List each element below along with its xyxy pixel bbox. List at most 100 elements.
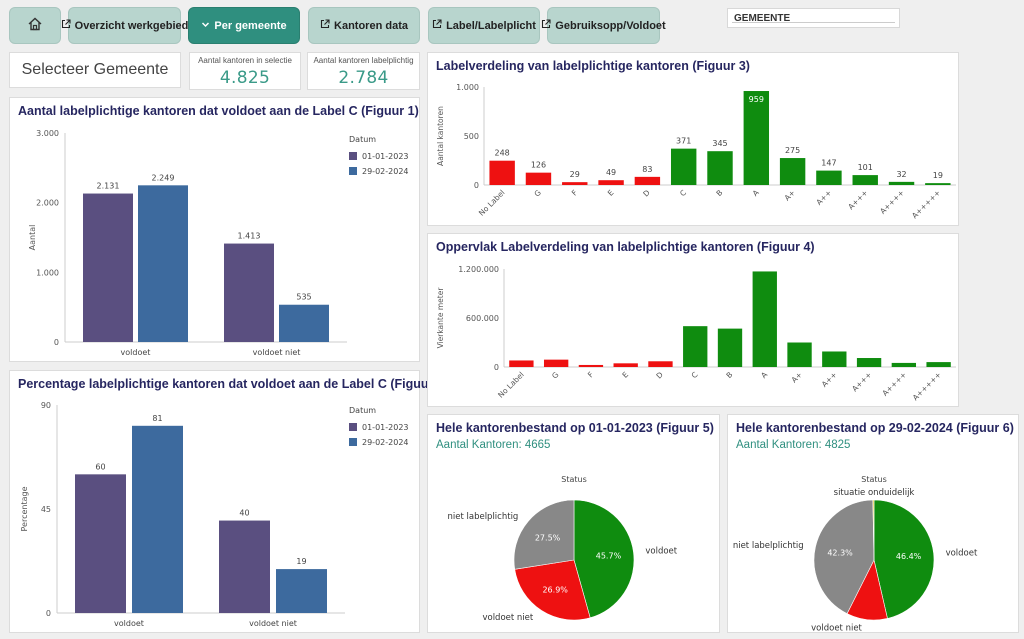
kpi-label: Aantal kantoren labelplichtig bbox=[313, 56, 414, 65]
bar-value-label: 19 bbox=[933, 171, 943, 180]
pie-slice bbox=[573, 499, 635, 619]
legend-entry: 01-01-2023 bbox=[362, 152, 409, 161]
figure-1-chart: 0 1.000 2.000 3.000 Aantal 2.131 2.249 voldoet 1… bbox=[28, 129, 409, 357]
figure-4-title: Oppervlak Labelverdeling van labelplicht… bbox=[436, 240, 815, 254]
figure-1-panel: Aantal labelplichtige kantoren dat voldo… bbox=[9, 97, 420, 362]
bar bbox=[856, 358, 882, 367]
kpi-value: 2.784 bbox=[338, 68, 389, 88]
bar bbox=[787, 342, 812, 367]
bar-value-label: 248 bbox=[495, 149, 510, 158]
y-tick-label: 0 bbox=[54, 338, 59, 347]
kpi-value: 4.825 bbox=[219, 68, 271, 88]
external-link-icon bbox=[432, 19, 442, 32]
bar-value-label: 32 bbox=[896, 170, 906, 179]
figure-4-chart: 0 600.000 1.200.000 Vierkante meter No Label… bbox=[436, 265, 956, 402]
x-tick-label: A bbox=[751, 187, 762, 198]
x-tick-label: F bbox=[586, 370, 595, 379]
bar-value-label: 81 bbox=[152, 414, 162, 423]
pie-value-label: 46.4% bbox=[896, 552, 922, 561]
figure-6-chart: Status 46.4% voldoet voldoet niet 42.3% niet … bbox=[733, 475, 978, 634]
kpi-label: Aantal kantoren in selectie bbox=[198, 56, 292, 65]
gemeente-filter[interactable]: GEMEENTE bbox=[727, 8, 900, 28]
figure-3-title: Labelverdeling van labelplichtige kantor… bbox=[436, 59, 750, 73]
pie-slice bbox=[513, 499, 575, 570]
pie-category-label: niet labelplichtig bbox=[733, 541, 804, 551]
bar bbox=[822, 351, 847, 367]
bar bbox=[779, 158, 806, 185]
x-tick-label: C bbox=[678, 188, 688, 198]
pie-value-label: 45.7% bbox=[596, 551, 622, 560]
bar bbox=[683, 326, 708, 367]
pie-value-label: 27.5% bbox=[535, 533, 561, 542]
bar bbox=[648, 361, 673, 367]
legend-swatch bbox=[349, 167, 357, 175]
bar bbox=[489, 160, 515, 185]
x-tick-label: voldoet bbox=[114, 619, 144, 628]
figure-3-panel: Labelverdeling van labelplichtige kantor… bbox=[427, 52, 959, 226]
nav-button-label: Per gemeente bbox=[214, 19, 287, 32]
nav-button-label: Overzicht werkgebied bbox=[74, 19, 189, 32]
legend-entry: 29-02-2024 bbox=[362, 167, 409, 176]
pie-category-label: voldoet niet bbox=[811, 624, 862, 634]
y-tick-label: 3.000 bbox=[36, 129, 59, 138]
bar bbox=[509, 360, 534, 367]
bar bbox=[717, 328, 743, 367]
y-tick-label: 1.000 bbox=[456, 83, 479, 92]
x-tick-label: A+ bbox=[790, 370, 804, 384]
bar bbox=[888, 181, 915, 185]
home-icon bbox=[27, 16, 43, 35]
x-tick-label: B bbox=[724, 370, 734, 380]
bar bbox=[279, 304, 329, 342]
bar-value-label: 275 bbox=[785, 146, 800, 155]
legend-swatch bbox=[349, 423, 357, 431]
x-tick-label: F bbox=[570, 188, 579, 197]
figure-5-title: Hele kantorenbestand op 01-01-2023 (Figu… bbox=[436, 421, 714, 435]
select-gemeente-button[interactable]: Selecteer Gemeente bbox=[9, 52, 181, 88]
x-tick-label: A bbox=[759, 369, 770, 380]
nav-label-labelplicht[interactable]: Label/Labelplicht bbox=[428, 7, 540, 44]
nav-per-gemeente[interactable]: Per gemeente bbox=[188, 7, 300, 44]
x-tick-label: A+++ bbox=[846, 188, 869, 211]
bar-value-label: 19 bbox=[296, 557, 306, 566]
y-tick-label: 600.000 bbox=[466, 314, 499, 323]
bar bbox=[219, 520, 270, 613]
bar bbox=[562, 182, 588, 185]
x-tick-label: D bbox=[654, 370, 665, 381]
bar bbox=[613, 363, 638, 367]
figure-5-chart: Status 45.7% voldoet 26.9% voldoet niet 27.5%… bbox=[447, 475, 677, 623]
figure-5-panel: Hele kantorenbestand op 01-01-2023 (Figu… bbox=[427, 414, 720, 633]
x-tick-label: G bbox=[550, 370, 561, 381]
x-tick-label: No Label bbox=[496, 370, 526, 400]
bar bbox=[543, 359, 569, 367]
nav-overzicht-werkgebied[interactable]: Overzicht werkgebied bbox=[61, 7, 188, 44]
bar bbox=[138, 185, 188, 342]
y-tick-label: 90 bbox=[41, 401, 51, 410]
y-tick-label: 0 bbox=[46, 609, 51, 618]
bar-value-label: 345 bbox=[712, 139, 727, 148]
pie-slice bbox=[813, 499, 875, 615]
x-tick-label: C bbox=[690, 370, 700, 380]
bar bbox=[852, 175, 878, 185]
bar bbox=[224, 243, 274, 342]
y-tick-label: 1.000 bbox=[36, 268, 59, 277]
y-axis-label: Vierkante meter bbox=[436, 287, 445, 349]
x-tick-label: A+++++ bbox=[911, 370, 943, 402]
pie-slice bbox=[873, 499, 935, 619]
x-tick-label: voldoet bbox=[121, 348, 151, 357]
bar bbox=[891, 362, 917, 367]
bar bbox=[598, 180, 624, 185]
x-tick-label: voldoet niet bbox=[249, 619, 297, 628]
bar-value-label: 535 bbox=[296, 293, 311, 302]
figure-2-panel: Percentage labelplichtige kantoren dat v… bbox=[9, 370, 439, 633]
external-link-icon bbox=[541, 19, 551, 32]
bar-value-label: 1.413 bbox=[238, 232, 261, 241]
pie-category-label: voldoet niet bbox=[482, 613, 533, 623]
nav-gebruiksopp-voldoet[interactable]: Gebruiksopp/Voldoet bbox=[542, 7, 666, 44]
nav-kantoren-data[interactable]: Kantoren data bbox=[308, 7, 420, 44]
home-button[interactable] bbox=[9, 7, 61, 44]
legend-swatch bbox=[349, 438, 357, 446]
figure-2-title: Percentage labelplichtige kantoren dat v… bbox=[18, 377, 439, 391]
y-axis-label: Aantal bbox=[28, 225, 37, 251]
legend-entry: 01-01-2023 bbox=[362, 423, 409, 432]
x-tick-label: A++ bbox=[814, 188, 833, 207]
